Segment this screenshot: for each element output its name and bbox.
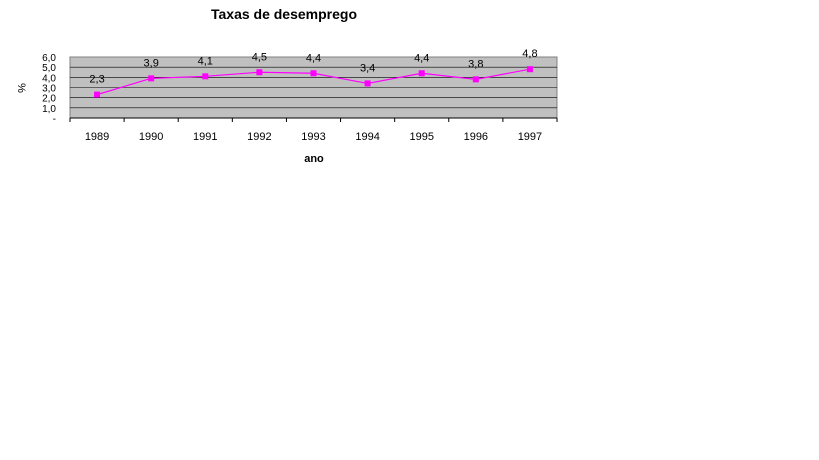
y-axis-label: % <box>15 83 27 93</box>
data-label: 4,4 <box>306 52 321 64</box>
x-tick-label: 1990 <box>139 131 163 143</box>
x-tick-label: 1994 <box>355 131 379 143</box>
x-tick-label: 1997 <box>518 131 542 143</box>
data-point <box>148 75 155 82</box>
data-point <box>94 91 101 98</box>
x-tick-label: 1993 <box>301 131 325 143</box>
y-tick-label: 2,0 <box>42 94 56 105</box>
y-tick-label: 1,0 <box>42 104 56 115</box>
data-point <box>526 66 533 73</box>
data-point <box>310 70 317 77</box>
chart-title: Taxas de desemprego <box>211 6 357 22</box>
data-point <box>202 73 209 80</box>
y-tick-label: 3,0 <box>42 84 56 95</box>
data-label: 4,5 <box>252 51 267 63</box>
data-label: 3,9 <box>144 57 159 69</box>
x-tick-label: 1996 <box>464 131 488 143</box>
data-label: 2,3 <box>89 74 104 86</box>
data-label: 3,8 <box>468 58 483 70</box>
x-tick-label: 1995 <box>409 131 433 143</box>
y-tick-label: - <box>53 114 56 125</box>
y-tick-label: 4,0 <box>42 73 56 84</box>
x-tick-label: 1991 <box>193 131 217 143</box>
x-tick-label: 1992 <box>247 131 271 143</box>
x-tick-label: 1989 <box>85 131 109 143</box>
x-axis-label: ano <box>304 153 324 165</box>
data-label: 4,4 <box>414 52 429 64</box>
data-label: 3,4 <box>360 62 375 74</box>
data-point <box>472 76 479 83</box>
data-label: 4,1 <box>198 55 213 67</box>
data-point <box>364 80 371 87</box>
y-tick-label: 6,0 <box>42 53 56 64</box>
data-point <box>256 69 263 76</box>
y-tick-label: 5,0 <box>42 63 56 74</box>
data-label: 4,8 <box>522 48 537 60</box>
data-point <box>418 70 425 77</box>
